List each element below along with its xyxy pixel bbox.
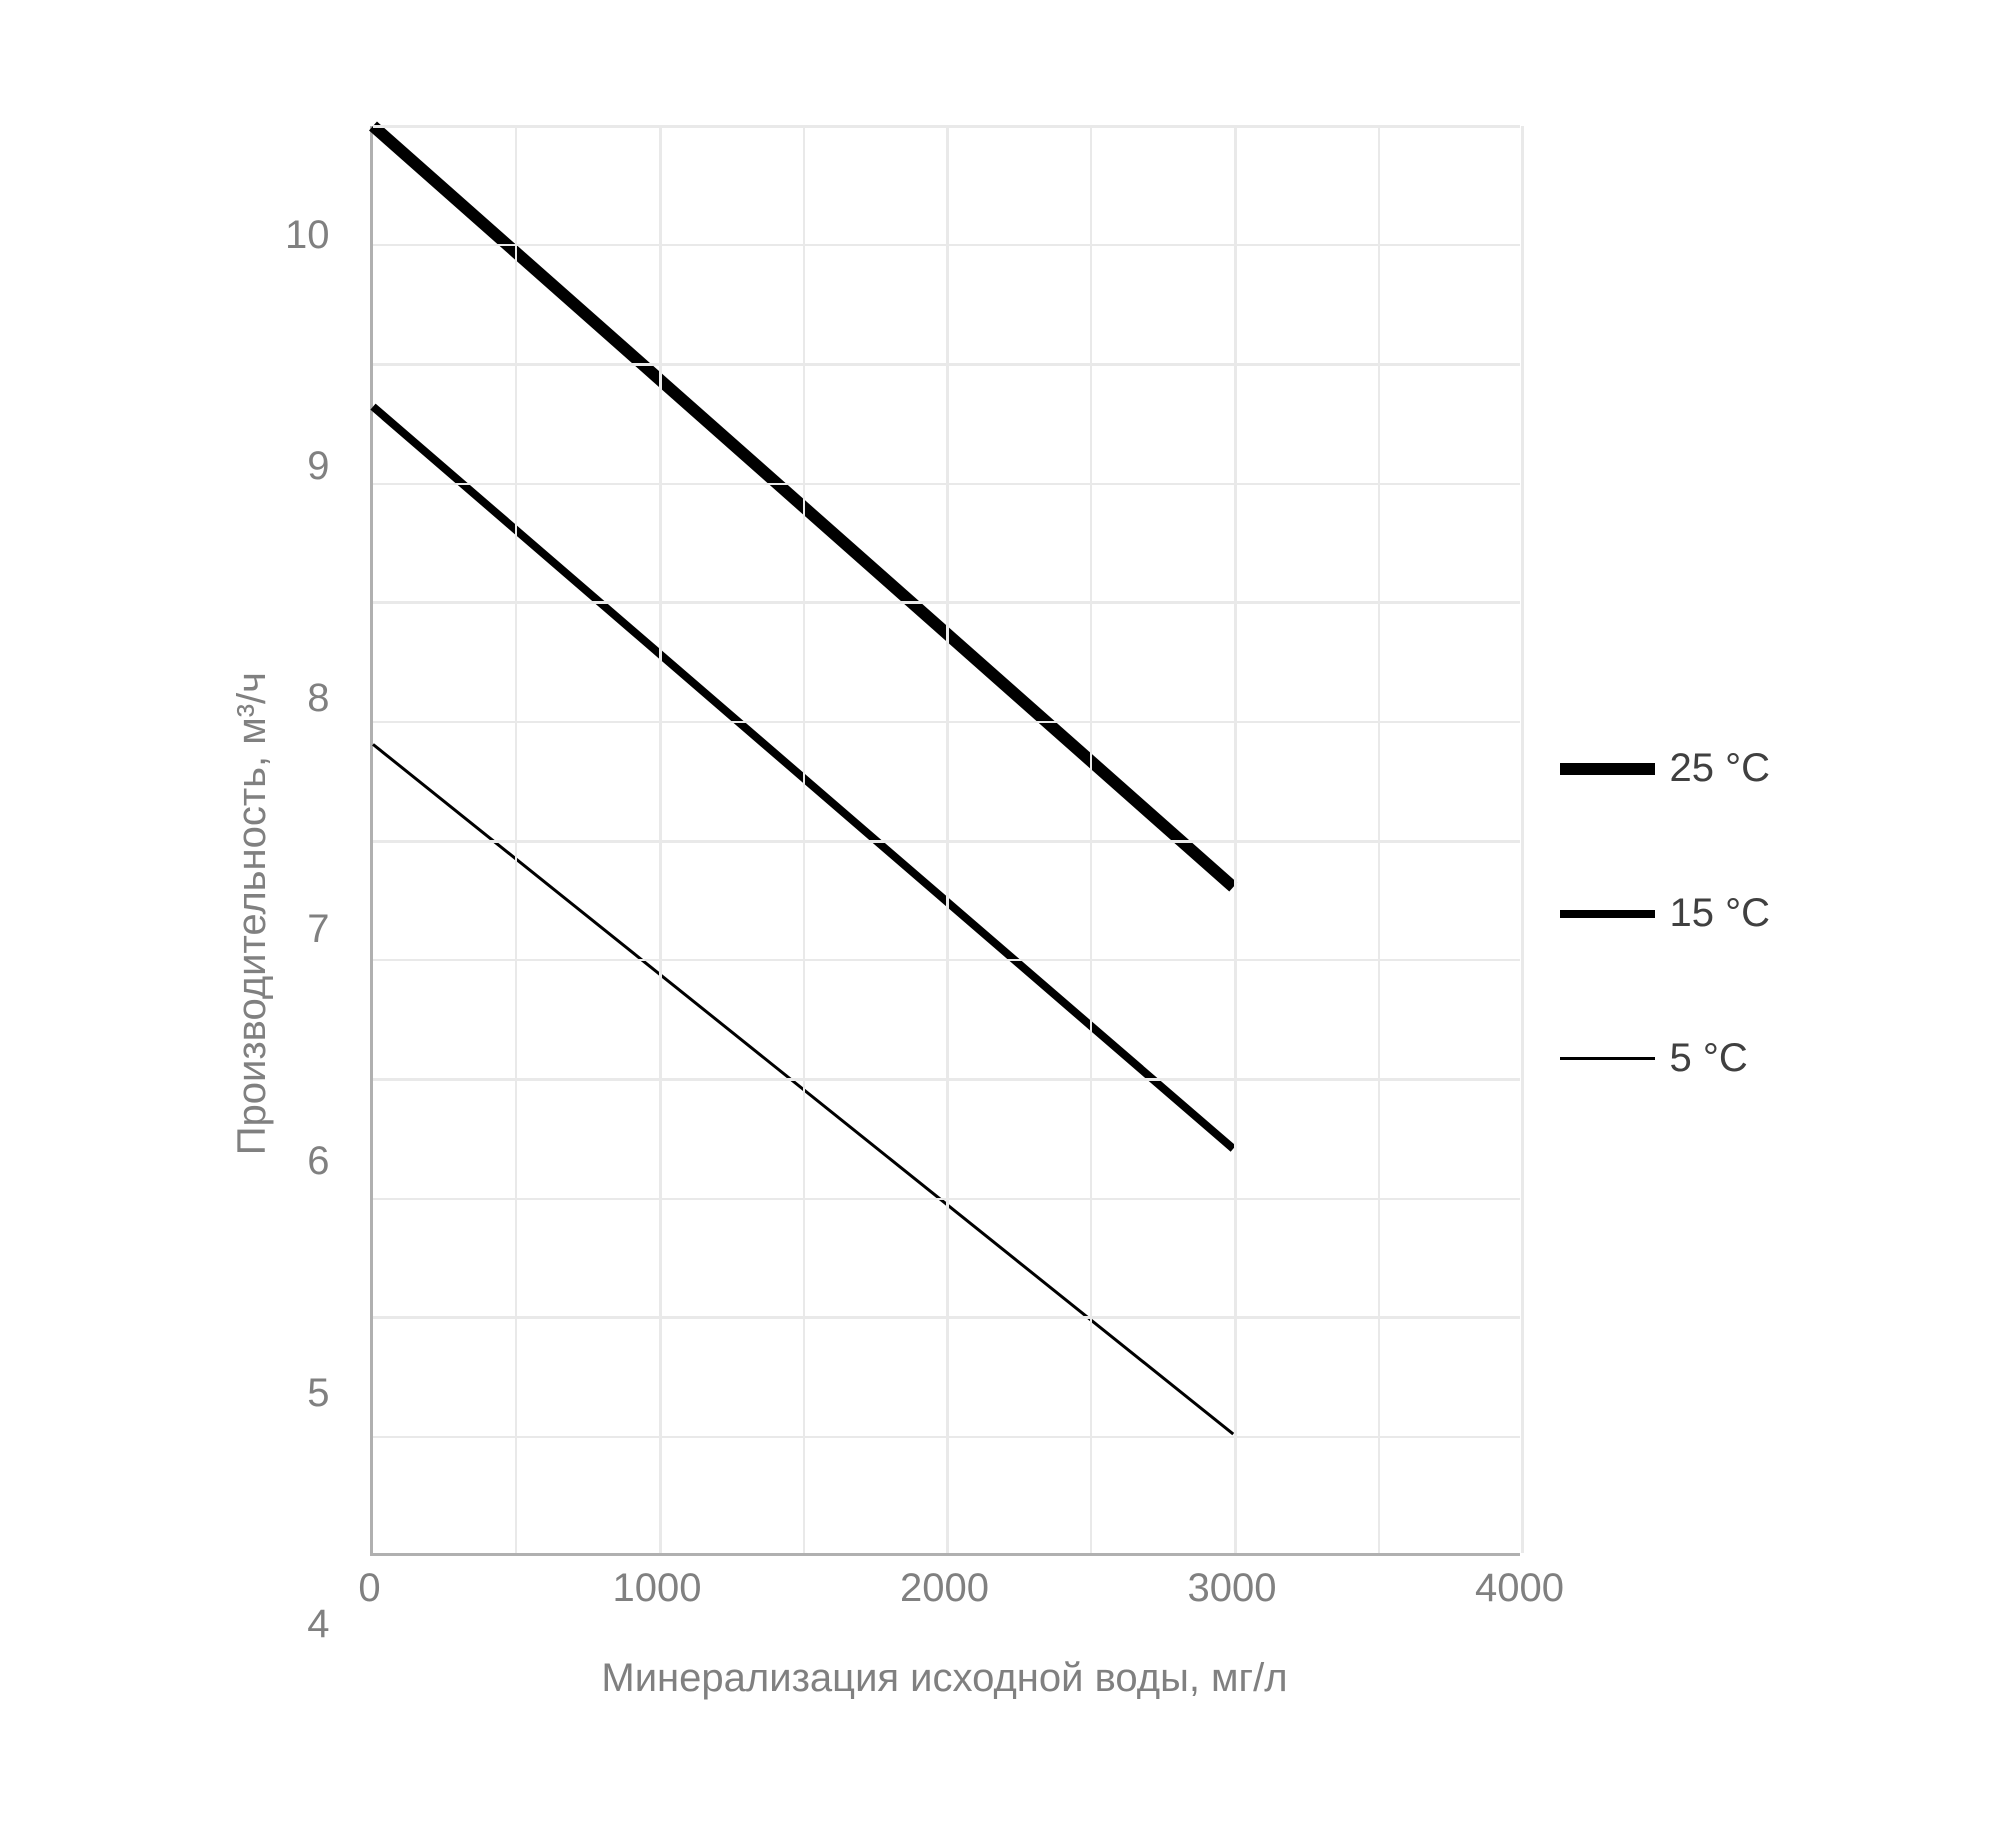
legend-item: 5 °C [1560, 1036, 1771, 1081]
y-tick: 7 [285, 909, 330, 949]
y-tick: 10 [285, 215, 330, 255]
legend-item: 15 °C [1560, 891, 1771, 936]
plot-area [370, 126, 1520, 1556]
legend-item: 25 °C [1560, 746, 1771, 791]
legend-swatch [1560, 763, 1655, 775]
x-tick-labels: 01000200030004000 [370, 1566, 1520, 1626]
y-tick: 5 [285, 1373, 330, 1413]
legend-label: 25 °C [1670, 746, 1771, 791]
legend-label: 15 °C [1670, 891, 1771, 936]
x-tick: 0 [358, 1566, 380, 1611]
legend-swatch [1560, 1057, 1655, 1060]
x-tick: 3000 [1188, 1566, 1277, 1611]
x-tick: 4000 [1475, 1566, 1564, 1611]
y-axis-label: Производительность, м³/ч [230, 672, 275, 1155]
legend: 25 °C 15 °C 5 °C [1560, 746, 1771, 1081]
y-axis-section: Производительность, м³/ч 10987654 [230, 199, 330, 1629]
chart-container: Производительность, м³/ч 10 9 8 7 6 5 4 0 1000 2… [230, 126, 1770, 1701]
y-tick: 4 [285, 1604, 330, 1644]
y-tick: 9 [285, 446, 330, 486]
legend-swatch [1560, 910, 1655, 918]
plot-block: 01000200030004000 Минерализация исходной… [370, 126, 1520, 1701]
y-tick-labels: 10987654 [285, 199, 330, 1629]
legend-label: 5 °C [1670, 1036, 1748, 1081]
x-axis-label: Минерализация исходной воды, мг/л [601, 1656, 1287, 1701]
x-tick: 1000 [613, 1566, 702, 1611]
x-tick: 2000 [900, 1566, 989, 1611]
y-tick: 8 [285, 678, 330, 718]
y-tick: 6 [285, 1141, 330, 1181]
